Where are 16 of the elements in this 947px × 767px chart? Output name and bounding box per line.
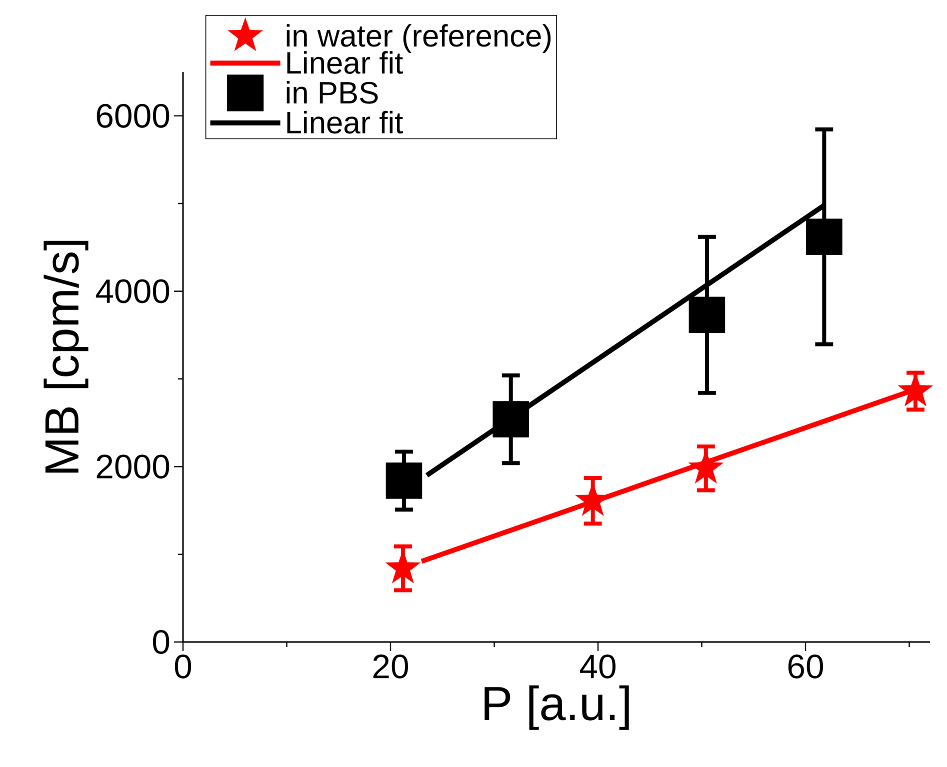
legend-label: in PBS: [286, 81, 378, 104]
point: [492, 401, 529, 438]
x-tick-label: 40: [580, 654, 616, 678]
legend-label: Linear fit: [287, 110, 403, 134]
y-tick-label: 4000: [96, 279, 170, 304]
y-axis-title: MB [cpm/s]: [44, 240, 88, 473]
x-tick-label: 20: [373, 654, 408, 678]
y-tick-label: 6000: [96, 104, 170, 128]
point: [688, 296, 726, 334]
point: [806, 218, 842, 255]
x-tick-label: 0: [174, 654, 192, 678]
x-tick-label: 60: [788, 654, 824, 678]
legend-label: Linear fit: [287, 51, 403, 74]
y-tick-label: 2000: [96, 454, 170, 479]
y-tick-label: 0: [152, 630, 170, 654]
x-axis-title: P [a.u.]: [484, 685, 629, 730]
